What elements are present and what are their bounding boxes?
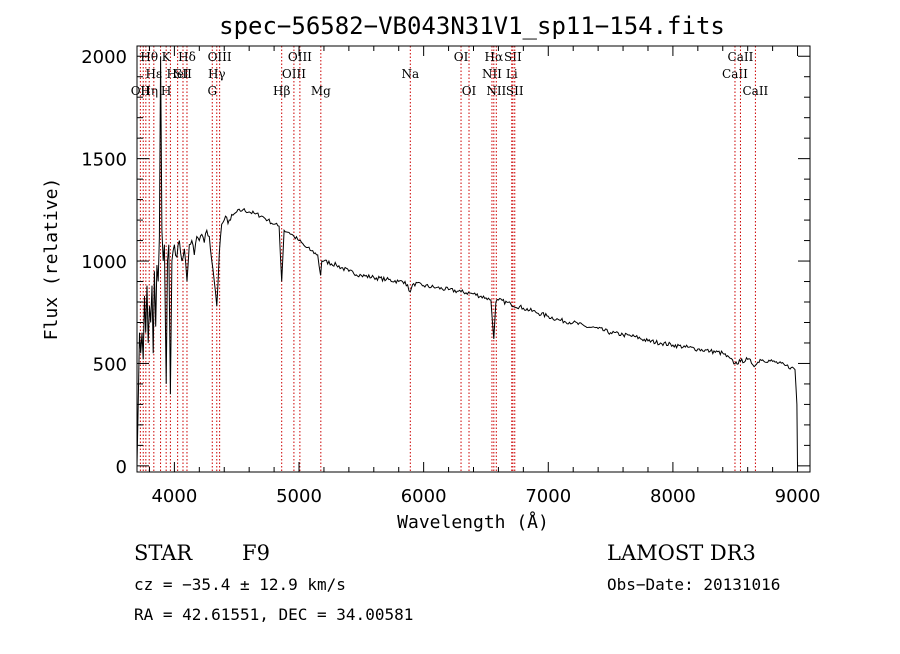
spectral-line-label: SII [174, 67, 192, 81]
x-tick-label: 5000 [276, 486, 322, 507]
spectral-line-label: Na [401, 67, 419, 81]
spectral-line-label: CaII [742, 84, 768, 98]
spectral-line-label: Hδ [178, 50, 196, 64]
y-tick-label: 1500 [81, 150, 127, 171]
y-axis-label: Flux (relative) [41, 178, 62, 341]
chart-title: spec−56582−VB043N31V1_sp11−154.fits [219, 12, 725, 40]
plot-frame [136, 45, 811, 473]
y-tick-label: 2000 [81, 47, 127, 68]
spectral-line-label: Hη [140, 84, 158, 98]
spectral-line-label: OIII [282, 67, 306, 81]
y-tick-label: 0 [116, 457, 127, 478]
x-axis-label: Wavelength (Å) [397, 511, 549, 533]
spectral-line-label: K [162, 50, 172, 64]
spectral-line-label: SII [504, 50, 522, 64]
obs-date-text: Obs−Date: 20131016 [607, 575, 780, 594]
spectral-line-label: Mg [311, 84, 331, 98]
spectral-line-label: NII [482, 67, 502, 81]
spectral-line-label: NII [486, 84, 506, 98]
spectral-line-label: H [161, 84, 171, 98]
spectral-line-label: Hθ [140, 50, 158, 64]
spectral-line-label: Li [506, 67, 518, 81]
y-tick-label: 1000 [81, 252, 127, 273]
spectral-lines: OIIHθHηHεKHHeISIIHδGHγOIIIHβOIIIOIIIMgNa… [131, 46, 769, 472]
x-tick-label: 8000 [650, 486, 696, 507]
redshift-text: cz = −35.4 ± 12.9 km/s [134, 575, 346, 594]
x-tick-label: 6000 [401, 486, 447, 507]
spectral-line-label: OIII [208, 50, 232, 64]
survey-name: LAMOST DR3 [607, 541, 756, 565]
spectral-line-label: OI [454, 50, 469, 64]
spectral-line-label: Hε [145, 67, 162, 81]
x-tick-label: 9000 [775, 486, 821, 507]
object-subclass: F9 [242, 541, 270, 565]
y-tick-label: 500 [93, 354, 127, 375]
spectral-line-label: SII [506, 84, 524, 98]
spectral-line-label: Hγ [208, 67, 226, 81]
spectral-line-label: CaII [728, 50, 754, 64]
spectral-line-label: G [207, 84, 217, 98]
axis-ticks: 4000 5000 6000 7000 8000 9000 0 500 1000 1500 2000 [81, 46, 820, 507]
series-spectrum-line [136, 56, 798, 466]
x-tick-label: 4000 [151, 486, 197, 507]
spectral-line-label: OIII [288, 50, 312, 64]
spectral-line-label: CaII [722, 67, 748, 81]
spectral-line-label: Hβ [273, 84, 290, 98]
coordinates-text: RA = 42.61551, DEC = 34.00581 [134, 605, 413, 624]
spectral-line-label: OII [131, 84, 151, 98]
spectral-line-label: Hα [485, 50, 504, 64]
spectral-line-label: OI [462, 84, 477, 98]
object-class: STAR [134, 541, 193, 565]
x-tick-label: 7000 [525, 486, 571, 507]
